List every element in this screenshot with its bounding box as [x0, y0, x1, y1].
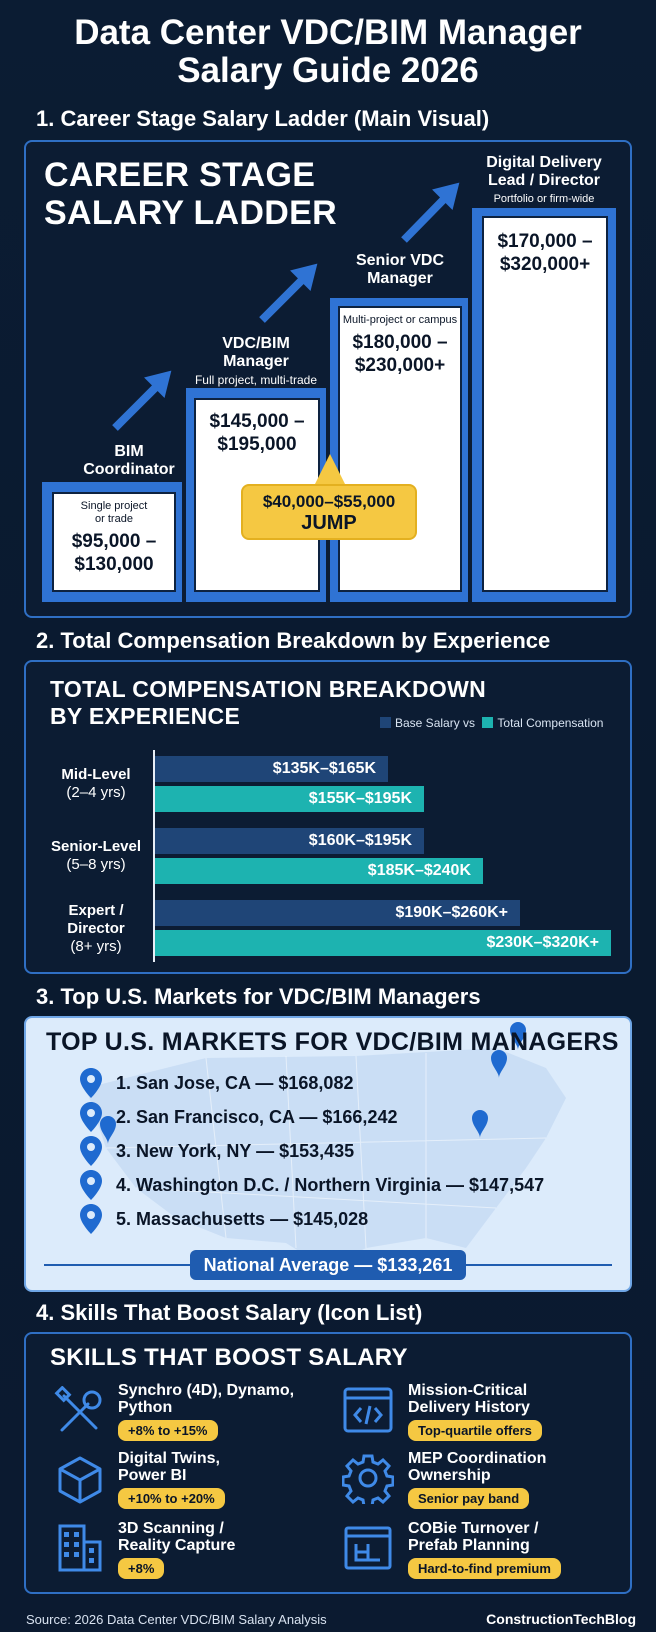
jump-callout: $40,000–$55,000 JUMP: [241, 484, 417, 540]
pin-icon: [80, 1068, 102, 1098]
national-average-badge: National Average — $133,261: [190, 1250, 466, 1280]
step-3-card: Multi-project or campus $180,000 – $230,…: [338, 306, 462, 592]
skill-3-badge: +10% to +20%: [118, 1488, 225, 1509]
ladder-panel-title: CAREER STAGE SALARY LADDER: [44, 156, 337, 232]
arrow-3-shaft: [401, 194, 449, 243]
market-item-3: 3. New York, NY — $153,435: [80, 1136, 354, 1166]
step-2-salary: $145,000 –: [209, 411, 305, 432]
source-note: Source: 2026 Data Center VDC/BIM Salary …: [26, 1612, 327, 1627]
legend-total-swatch: [482, 717, 494, 728]
bar-mid-total: $155K–$195K: [155, 786, 424, 812]
step-4-label: Digital Delivery Lead / Director Portfol…: [486, 154, 602, 205]
legend-base-swatch: [380, 717, 391, 728]
market-item-5: 5. Massachusetts — $145,028: [80, 1204, 368, 1234]
skill-5-badge: +8%: [118, 1558, 165, 1579]
pin-icon: [80, 1102, 102, 1132]
ladder-title-line-1: CAREER STAGE: [44, 156, 316, 194]
step-2-label: VDC/BIM Manager Full project, multi-trad…: [194, 335, 318, 387]
skill-6-badge: Hard-to-find premium: [408, 1558, 561, 1579]
step-1-salary: $95,000 –: [71, 531, 157, 552]
step-1-label: BIM Coordinator: [83, 443, 175, 478]
bar-expert-total: $230K–$320K+: [155, 930, 611, 956]
ladder-title-line-2: SALARY LADDER: [44, 194, 337, 232]
pin-icon: [80, 1170, 102, 1200]
skill-3-title: Digital Twins, Power BI: [118, 1450, 220, 1484]
section-3-heading: 3. Top U.S. Markets for VDC/BIM Managers: [36, 984, 481, 1009]
bar-mid-base: $135K–$165K: [155, 756, 388, 782]
bar-expert-base: $190K–$260K+: [155, 900, 520, 926]
arrow-3-head: [432, 182, 460, 210]
chart-axis: [153, 750, 155, 962]
tools-icon: [54, 1386, 102, 1432]
row-label-mid: Mid-Level (2–4 yrs): [61, 766, 131, 801]
cube-icon: [58, 1456, 102, 1504]
title-line-2: Salary Guide 2026: [177, 51, 479, 90]
legend-base-label: Base Salary vs: [395, 716, 476, 730]
step-1-card: Single project or trade $95,000 – $130,0…: [52, 492, 176, 592]
step-3-label: Senior VDC Manager: [355, 252, 444, 287]
market-item-1: 1. San Jose, CA — $168,082: [80, 1068, 353, 1098]
arrow-2-head: [290, 263, 318, 291]
bar-senior-base: $160K–$195K: [155, 828, 424, 854]
chart-legend: Base Salary vs Total Compensation: [380, 716, 603, 730]
pin-icon: [80, 1204, 102, 1234]
code-window-icon: [343, 1387, 393, 1433]
jump-callout-pointer: [314, 454, 346, 486]
bar-senior-total: $185K–$240K: [155, 858, 483, 884]
section-1-heading: 1. Career Stage Salary Ladder (Main Visu…: [36, 106, 490, 131]
step-3-salary: $180,000 –: [352, 332, 448, 353]
skill-2-badge: Top-quartile offers: [408, 1420, 542, 1441]
arrow-1-shaft: [112, 380, 163, 431]
ladder-arrows: [112, 182, 460, 431]
skill-1-badge: +8% to +15%: [118, 1420, 218, 1441]
main-title: Data Center VDC/BIM Manager Salary Guide…: [0, 14, 656, 90]
skill-6-title: COBie Turnover / Prefab Planning: [408, 1520, 539, 1554]
title-line-1: Data Center VDC/BIM Manager: [74, 13, 582, 52]
blueprint-icon: [344, 1526, 392, 1570]
market-item-2: 2. San Francisco, CA — $166,242: [80, 1102, 397, 1132]
arrow-1-head: [144, 370, 172, 398]
compensation-panel-title: TOTAL COMPENSATION BREAKDOWN BY EXPERIEN…: [50, 676, 487, 729]
row-label-expert: Expert / Director (8+ yrs): [67, 902, 125, 955]
section-4-heading: 4. Skills That Boost Salary (Icon List): [36, 1300, 423, 1325]
skill-5-title: 3D Scanning / Reality Capture: [118, 1520, 236, 1554]
skill-1-title: Synchro (4D), Dynamo, Python: [118, 1382, 295, 1416]
brand-logo-text: ConstructionTechBlog: [486, 1611, 636, 1627]
legend-total-label: Total Compensation: [497, 716, 604, 730]
step-4-salary: $170,000 –: [497, 231, 593, 252]
pin-icon: [80, 1136, 102, 1166]
building-icon: [58, 1524, 102, 1572]
row-label-senior: Senior-Level (5–8 yrs): [50, 838, 142, 873]
market-item-4: 4. Washington D.C. / Northern Virginia —…: [80, 1170, 544, 1200]
skill-2-title: Mission-Critical Delivery History: [408, 1382, 530, 1416]
skills-panel-title: SKILLS THAT BOOST SALARY: [50, 1344, 408, 1371]
skill-4-badge: Senior pay band: [408, 1488, 530, 1509]
markets-panel-title: TOP U.S. MARKETS FOR VDC/BIM MANAGERS: [46, 1028, 619, 1056]
skill-4-title: MEP Coordination Ownership: [408, 1450, 547, 1484]
gear-icon: [342, 1454, 394, 1504]
section-2-heading: 2. Total Compensation Breakdown by Exper…: [36, 628, 551, 653]
arrow-2-shaft: [259, 274, 308, 323]
step-4-card: $170,000 – $320,000+: [482, 216, 608, 592]
us-map-icon: [86, 1022, 566, 1268]
skills-panel: [24, 1332, 632, 1594]
